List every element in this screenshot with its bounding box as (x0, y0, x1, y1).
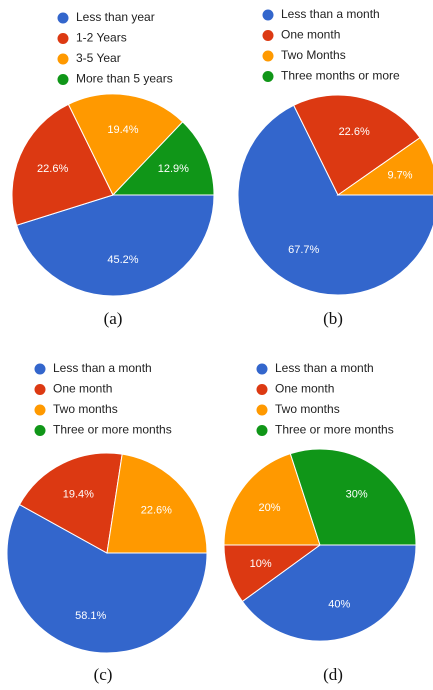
legend-swatch (256, 425, 268, 436)
legend-label: Two months (53, 402, 118, 416)
pie-slice (241, 544, 417, 642)
legend-label: Three or more months (53, 423, 172, 437)
pie-slice (336, 137, 433, 196)
legend-swatch (34, 404, 46, 416)
legend-swatch (256, 384, 268, 395)
slice-label: 22.6% (141, 505, 172, 517)
legend-swatch (262, 9, 274, 21)
slice-label: 12.9% (158, 163, 189, 175)
slice-label: 22.6% (339, 126, 370, 138)
pie-slice (289, 448, 417, 546)
legend-swatch (57, 53, 69, 65)
slice-label: 30% (346, 488, 368, 500)
legend-swatch (57, 74, 69, 85)
pie-slice (237, 104, 433, 296)
legend-label: Two Months (281, 48, 346, 62)
slice-label: 40% (328, 598, 350, 610)
slice-label: 45.2% (107, 254, 138, 266)
legend-label: Less than a month (53, 361, 152, 375)
legend-swatch (34, 384, 46, 395)
pie-slice (11, 103, 114, 226)
slice-label: 19.4% (107, 124, 138, 136)
legend-swatch (262, 50, 274, 62)
legend-label: Less than a month (281, 7, 380, 21)
slice-label: 19.4% (63, 489, 94, 501)
caption: (c) (94, 665, 113, 684)
legend-label: 3-5 Year (76, 51, 121, 65)
legend-swatch (256, 363, 268, 375)
caption: (a) (104, 309, 123, 328)
caption: (d) (323, 665, 343, 684)
slice-label: 67.7% (288, 244, 319, 256)
pie-slice (223, 453, 321, 546)
legend-label: Less than year (76, 10, 155, 24)
legend-label: Two months (275, 402, 340, 416)
pie-slice (16, 194, 215, 297)
slice-label: 9.7% (387, 169, 412, 181)
pie-slice (6, 503, 208, 654)
pie-slice (67, 93, 184, 196)
legend-swatch (57, 33, 69, 44)
slice-label: 22.6% (37, 163, 68, 175)
legend-swatch (262, 30, 274, 41)
legend-label: Less than a month (275, 361, 374, 375)
pie-slice (106, 453, 208, 554)
pie-slice (293, 94, 421, 196)
pie-slice (18, 452, 123, 554)
legend-swatch (34, 363, 46, 375)
pie-slice (111, 121, 215, 196)
slice-label: 58.1% (75, 610, 106, 622)
legend-swatch (256, 404, 268, 416)
caption: (b) (323, 309, 343, 328)
legend-label: Three months or more (281, 69, 400, 83)
legend-label: Three or more months (275, 423, 394, 437)
legend-swatch (262, 71, 274, 82)
legend-swatch (57, 12, 69, 24)
legend-label: One month (275, 382, 334, 396)
legend-label: More than 5 years (76, 72, 173, 86)
slice-label: 10% (250, 558, 272, 570)
legend-label: One month (53, 382, 112, 396)
legend-label: 1-2 Years (76, 31, 127, 45)
legend-label: One month (281, 28, 340, 42)
slice-label: 20% (259, 502, 281, 514)
legend-swatch (34, 425, 46, 436)
